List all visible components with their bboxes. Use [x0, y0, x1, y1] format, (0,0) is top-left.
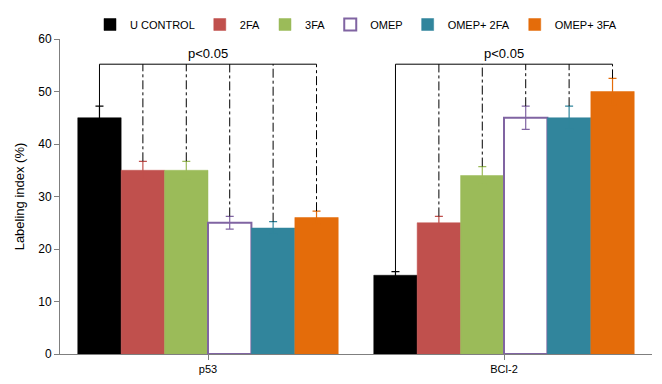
- svg-text:0: 0: [45, 347, 52, 361]
- svg-text:p<0.05: p<0.05: [484, 46, 524, 61]
- svg-text:BCl-2: BCl-2: [490, 363, 518, 375]
- svg-text:OMEP+ 3FA: OMEP+ 3FA: [555, 19, 617, 31]
- svg-text:OMEP+ 2FA: OMEP+ 2FA: [448, 19, 510, 31]
- svg-text:p<0.05: p<0.05: [188, 46, 228, 61]
- svg-text:10: 10: [38, 295, 52, 309]
- svg-text:2FA: 2FA: [240, 19, 260, 31]
- svg-text:3FA: 3FA: [305, 19, 325, 31]
- svg-text:30: 30: [38, 190, 52, 204]
- svg-text:p53: p53: [199, 363, 217, 375]
- svg-text:Labeling index (%): Labeling index (%): [12, 143, 27, 251]
- svg-text:U CONTROL: U CONTROL: [130, 19, 195, 31]
- svg-text:40: 40: [38, 137, 52, 151]
- svg-text:50: 50: [38, 85, 52, 99]
- svg-text:OMEP: OMEP: [370, 19, 402, 31]
- svg-text:60: 60: [38, 32, 52, 46]
- svg-text:20: 20: [38, 242, 52, 256]
